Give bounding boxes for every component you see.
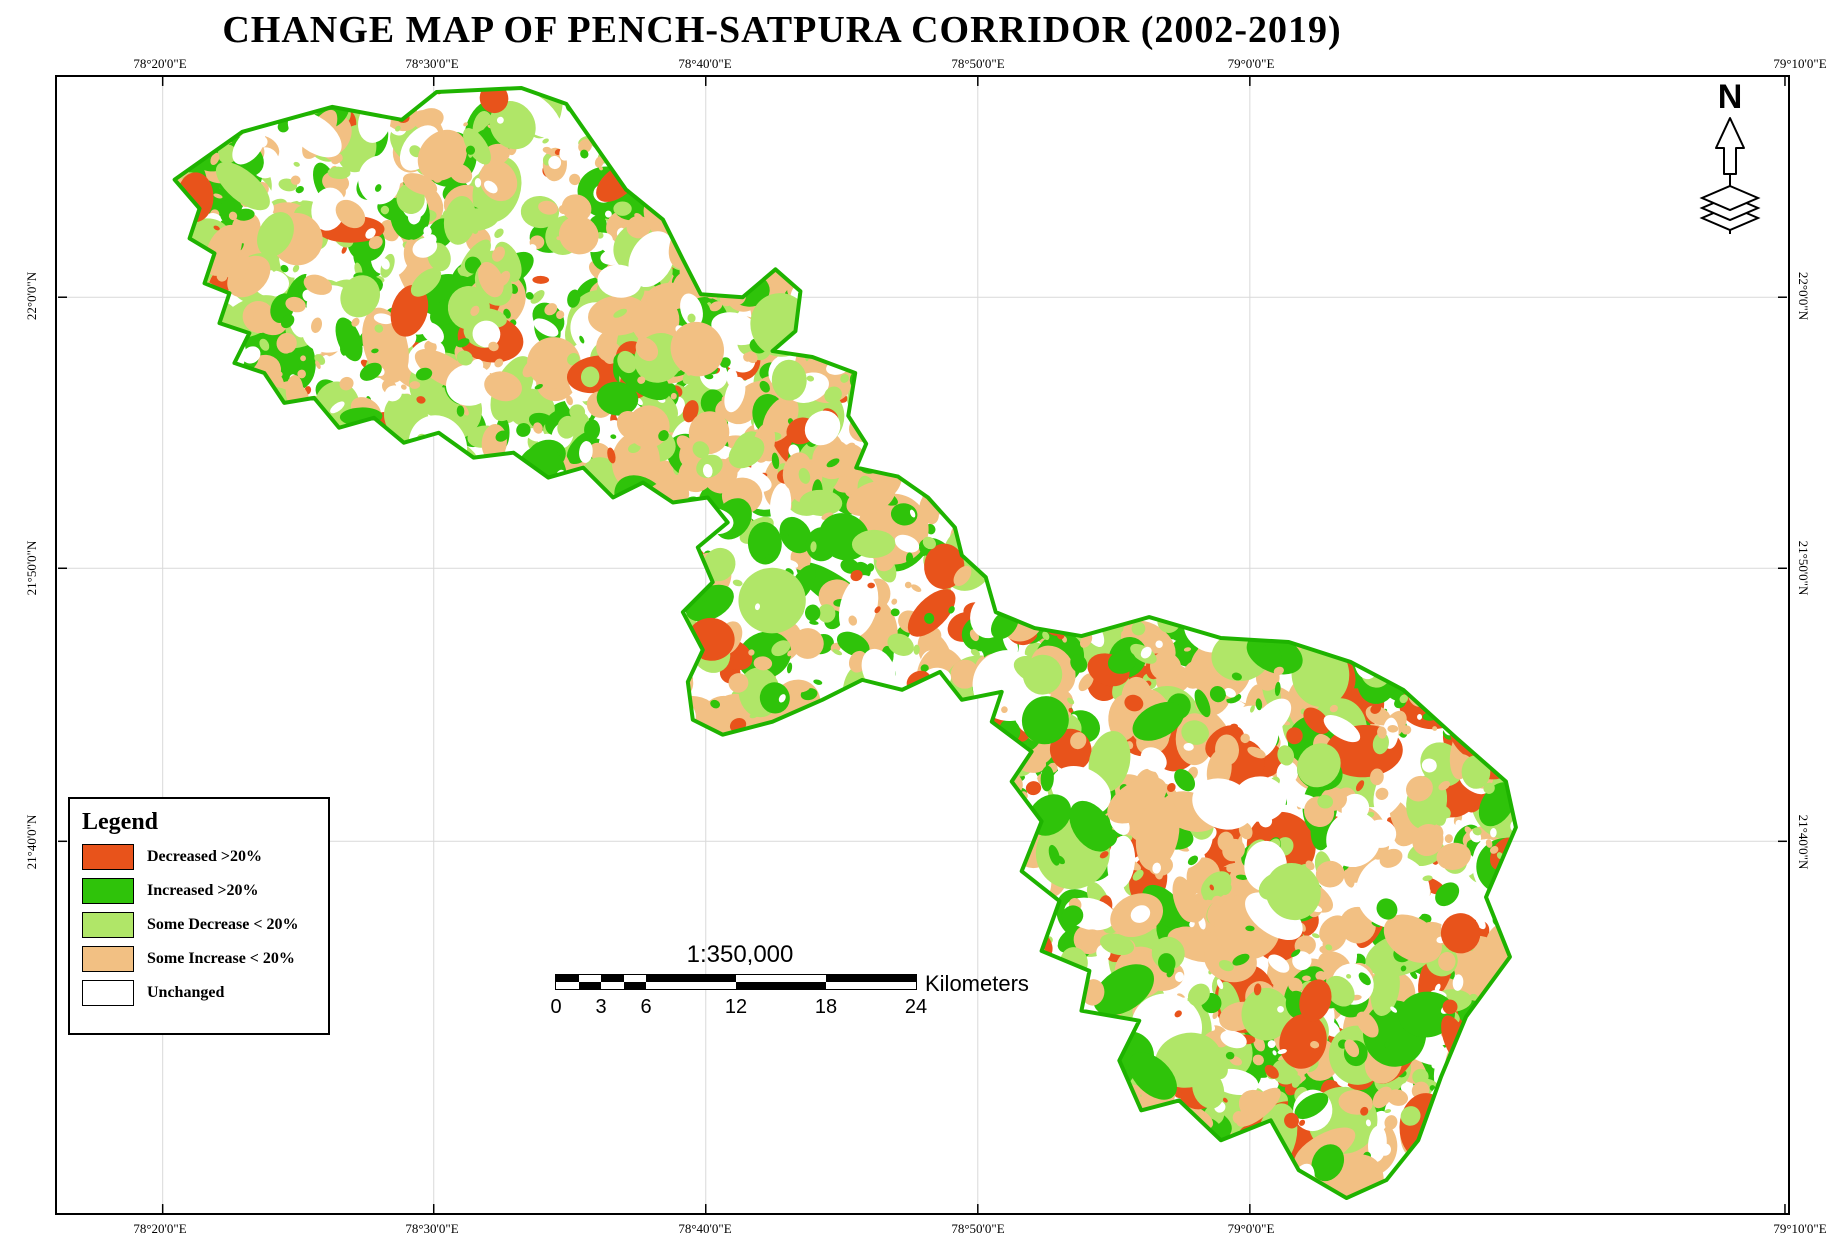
lon-label: 78°20'0"E [133, 1221, 187, 1236]
scale-bar-segment [826, 975, 916, 982]
scale-tick-label: 24 [904, 996, 928, 1018]
scale-tick-label: 6 [640, 996, 652, 1018]
legend-label: Decreased >20% [147, 848, 263, 865]
scale-bar [555, 974, 917, 990]
lon-label: 78°50'0"E [951, 1221, 1005, 1236]
lon-label: 78°40'0"E [678, 1221, 732, 1236]
page-title: CHANGE MAP OF PENCH-SATPURA CORRIDOR (20… [222, 9, 1342, 51]
scale-ratio: 1:350,000 [686, 941, 794, 968]
scale-bar-segment [623, 982, 646, 989]
scale-unit-label: Kilometers [925, 971, 1029, 996]
north-arrow: N [1688, 80, 1772, 245]
map-frame [55, 75, 1790, 1215]
scale-tick-label: 18 [814, 996, 838, 1018]
scale-bar-segment [601, 975, 624, 982]
scale-bar-segment [578, 982, 601, 989]
scale-bar-segment [646, 982, 736, 989]
scale-bar-segment [736, 975, 826, 982]
change-map [58, 77, 1787, 1213]
lat-label: 22°0'0"N [24, 271, 39, 321]
lon-label: 78°30'0"E [405, 1221, 459, 1236]
legend-label: Increased >20% [147, 882, 259, 899]
legend-swatch-increased [82, 878, 134, 904]
lat-label: 22°0'0"N [1796, 271, 1811, 321]
scale-bar-segment [578, 975, 601, 982]
scale-tick-label: 0 [550, 996, 562, 1018]
scale-bar-segment [826, 982, 916, 989]
lon-label: 79°0'0"E [1227, 56, 1275, 71]
scale-bar-segment [623, 975, 646, 982]
lat-label: 21°40'0"N [1796, 814, 1811, 870]
lat-label: 21°40'0"N [24, 814, 39, 870]
legend-swatch-decreased [82, 844, 134, 870]
north-label: N [1717, 78, 1743, 116]
lon-label: 78°30'0"E [405, 56, 459, 71]
lon-label: 78°20'0"E [133, 56, 187, 71]
legend-item: Some Decrease < 20% [82, 912, 316, 938]
scale-tick-label: 12 [724, 996, 748, 1018]
scale-bar-segment [646, 975, 736, 982]
legend-label: Unchanged [147, 984, 225, 1001]
lon-label: 78°50'0"E [951, 56, 1005, 71]
legend-item: Some Increase < 20% [82, 946, 316, 972]
lon-label: 78°40'0"E [678, 56, 732, 71]
scale-bar-segment [556, 982, 579, 989]
legend-label: Some Increase < 20% [147, 950, 295, 967]
lon-label: 79°10'0"E [1773, 56, 1827, 71]
legend-swatch-unchanged [82, 980, 134, 1006]
legend-title: Legend [82, 809, 159, 835]
scale-bar-segment [736, 982, 826, 989]
scale-bar-row [556, 975, 916, 982]
legend-swatch-some-decrease [82, 912, 134, 938]
legend-item: Unchanged [82, 980, 316, 1006]
lat-label: 21°50'0"N [24, 540, 39, 596]
legend-swatch-some-increase [82, 946, 134, 972]
scale-bar-segment [556, 975, 579, 982]
legend: Legend Decreased >20% Increased >20% Som… [68, 797, 330, 1035]
lon-label: 79°10'0"E [1773, 1221, 1827, 1236]
lon-label: 79°0'0"E [1227, 1221, 1275, 1236]
legend-item: Increased >20% [82, 878, 316, 904]
north-arrow-icon [1699, 117, 1761, 234]
scale-bar-segment [601, 982, 624, 989]
legend-label: Some Decrease < 20% [147, 916, 299, 933]
legend-item: Decreased >20% [82, 844, 316, 870]
scale-bar-row [556, 982, 916, 989]
lat-label: 21°50'0"N [1796, 540, 1811, 596]
scale-tick-label: 3 [595, 996, 607, 1018]
